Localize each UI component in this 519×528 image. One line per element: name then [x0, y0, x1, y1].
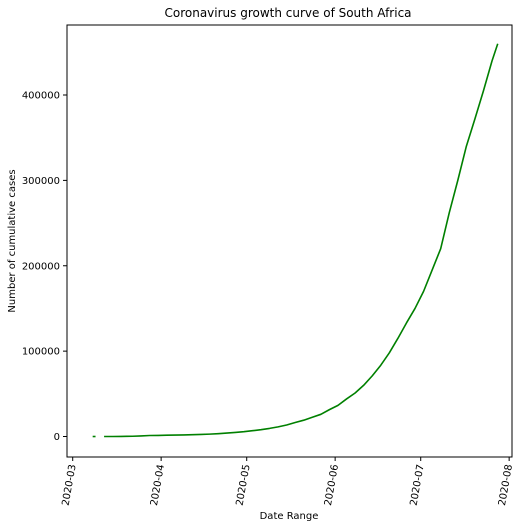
y-tick-label: 200000 — [22, 261, 60, 272]
plot-area — [92, 43, 499, 438]
y-tick-label: 400000 — [22, 91, 60, 102]
y-tick-label: 300000 — [22, 176, 60, 187]
axes-frame — [66, 24, 513, 458]
y-tick-label: 100000 — [22, 347, 60, 358]
series-line-segment-2 — [104, 43, 499, 438]
x-tick-label: 2020-03 — [61, 464, 79, 507]
y-axis-title: Number of cumulative cases — [7, 169, 18, 312]
x-axis: 2020-03 2020-04 2020-05 2020-06 2020-07 2020-… — [61, 457, 515, 507]
x-tick-label: 2020-05 — [235, 464, 253, 507]
x-axis-title: Date Range — [260, 511, 319, 522]
y-axis: 0 100000 200000 300000 400000 — [22, 91, 67, 443]
x-tick-label: 2020-04 — [149, 464, 167, 507]
chart-title: Coronavirus growth curve of South Africa — [164, 6, 411, 20]
x-tick-label: 2020-06 — [323, 464, 341, 507]
x-tick-label: 2020-08 — [497, 464, 515, 507]
y-tick-label: 0 — [54, 432, 60, 443]
x-tick-label: 2020-07 — [409, 464, 427, 507]
